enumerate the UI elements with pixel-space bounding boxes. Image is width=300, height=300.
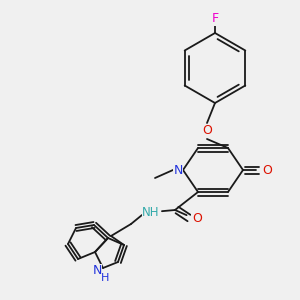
- Text: NH: NH: [142, 206, 160, 218]
- Text: N: N: [173, 164, 183, 176]
- Text: O: O: [202, 124, 212, 137]
- Text: O: O: [262, 164, 272, 176]
- Text: N: N: [92, 265, 102, 278]
- Text: O: O: [192, 212, 202, 224]
- Text: F: F: [212, 13, 219, 26]
- Text: H: H: [101, 273, 109, 283]
